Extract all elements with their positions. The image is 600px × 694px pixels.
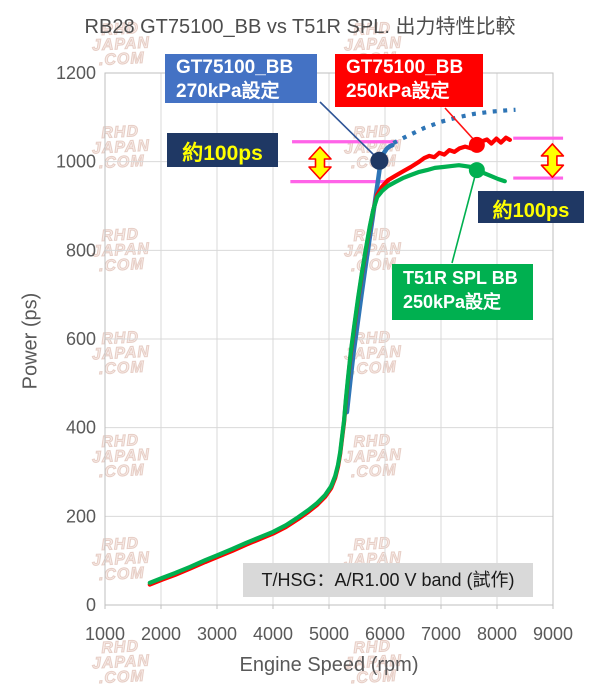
curve-gt75100-250 bbox=[147, 135, 512, 587]
marker-blue-peak-dot bbox=[370, 151, 389, 170]
curve-gt75100-270-proj bbox=[392, 107, 516, 145]
x-tick-label: 5000 bbox=[309, 624, 349, 644]
x-tick-label: 6000 bbox=[365, 624, 405, 644]
x-tick-label: 1000 bbox=[85, 624, 125, 644]
x-axis-title: Engine Speed (rpm) bbox=[239, 654, 419, 676]
marker-green-peak-dot bbox=[468, 162, 485, 179]
y-tick-label: 0 bbox=[86, 595, 96, 615]
callout-t51r-250kpa: T51R SPL BB 250kPa設定 bbox=[392, 264, 533, 320]
chart-title: RB28 GT75100_BB vs T51R SPL. 出力特性比較 bbox=[84, 16, 516, 38]
callout-line: GT75100_BB bbox=[346, 57, 464, 78]
y-tick-label: 400 bbox=[66, 418, 96, 438]
callout-line: 270kPa設定 bbox=[176, 81, 280, 102]
y-tick-label: 200 bbox=[66, 506, 96, 526]
x-tick-label: 8000 bbox=[477, 624, 517, 644]
double-arrow-icon-left-arrow bbox=[308, 146, 332, 180]
turbine-housing-note: T/HSG：A/R1.00 V band (試作) bbox=[243, 563, 533, 597]
curve-t51r-250 bbox=[147, 163, 507, 585]
y-tick-label: 800 bbox=[66, 240, 96, 260]
x-tick-label: 7000 bbox=[421, 624, 461, 644]
callout-leader-line-0 bbox=[319, 101, 376, 157]
callout-line: GT75100_BB bbox=[176, 57, 294, 78]
marker-red-peak-dot bbox=[468, 136, 485, 153]
plot-border bbox=[104, 72, 554, 606]
diff-label-left: 約100ps bbox=[167, 133, 278, 167]
y-tick-label: 1200 bbox=[56, 63, 96, 83]
callout-line: T51R SPL BB bbox=[403, 268, 518, 288]
callout-gt75100-250kpa: GT75100_BB 250kPa設定 bbox=[335, 54, 483, 107]
double-arrow-icon-right-arrow bbox=[540, 143, 565, 178]
x-tick-label: 2000 bbox=[141, 624, 181, 644]
callout-leader-line-1 bbox=[444, 107, 476, 142]
y-axis-title: Power (ps) bbox=[19, 292, 42, 390]
callout-line: 250kPa設定 bbox=[346, 81, 450, 102]
x-tick-label: 3000 bbox=[197, 624, 237, 644]
diff-label-right: 約100ps bbox=[478, 191, 584, 223]
x-tick-label: 9000 bbox=[533, 624, 573, 644]
y-tick-label: 600 bbox=[66, 329, 96, 349]
x-tick-label: 4000 bbox=[253, 624, 293, 644]
y-tick-label: 1000 bbox=[56, 152, 96, 172]
callout-line: 250kPa設定 bbox=[403, 292, 502, 312]
callout-leader-line-2 bbox=[451, 175, 476, 264]
callout-gt75100-270kpa: GT75100_BB 270kPa設定 bbox=[165, 54, 317, 103]
